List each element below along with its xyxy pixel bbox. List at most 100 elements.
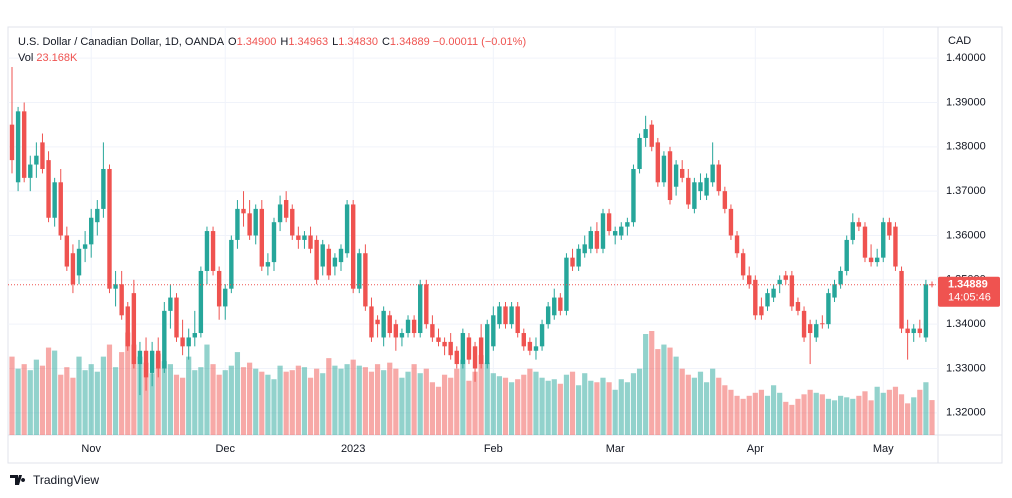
volume-bar	[82, 370, 88, 435]
legend: U.S. Dollar / Canadian Dollar, 1D, OANDA…	[18, 34, 526, 66]
volume-bar	[746, 395, 752, 435]
candle-body	[600, 213, 606, 249]
x-tick-label: Nov	[81, 443, 101, 455]
volume-bar	[905, 403, 911, 435]
candle-body	[375, 319, 380, 325]
volume-bar	[496, 376, 503, 435]
logo-mark	[10, 475, 26, 485]
volume-bar	[831, 400, 838, 435]
candle-body	[765, 293, 770, 307]
volume-bar	[777, 392, 783, 435]
volume-bar	[381, 370, 387, 435]
volume-bar	[618, 379, 624, 435]
candle-body	[168, 297, 173, 311]
candle-body	[753, 279, 758, 316]
candle-body	[143, 350, 149, 378]
volume-bar	[149, 373, 155, 435]
volume-bar	[411, 364, 417, 435]
legend-value: 1.34830	[338, 36, 378, 48]
volume-bar	[350, 359, 356, 435]
candle-body	[326, 248, 332, 276]
volume-bar	[710, 368, 716, 435]
volume-bar	[789, 404, 795, 435]
candle-body	[436, 337, 441, 342]
candle-body	[661, 155, 667, 183]
x-tick-label: Dec	[215, 443, 235, 455]
volume-bar	[673, 356, 679, 435]
volume-bar	[399, 377, 405, 435]
candle-body	[58, 182, 63, 236]
candle-body	[387, 315, 392, 334]
volume-bar	[435, 386, 442, 435]
volume-bar	[703, 382, 710, 435]
volume-bar	[588, 380, 594, 435]
candle-body	[192, 333, 197, 338]
volume-bar	[679, 368, 685, 435]
volume-bar	[441, 374, 448, 435]
candle-body	[381, 310, 386, 338]
x-tick-label: Mar	[606, 443, 625, 455]
volume-bar	[624, 382, 630, 435]
candle-body	[162, 310, 167, 369]
volume-bar	[880, 392, 886, 435]
volume-bar	[27, 370, 33, 435]
candle-body	[625, 222, 630, 227]
candle-body	[887, 222, 892, 236]
volume-bar	[515, 379, 521, 435]
volume-bar	[533, 371, 539, 435]
candle-body	[527, 341, 533, 351]
candle-body	[283, 200, 289, 218]
candle-body	[131, 293, 137, 365]
volume-bar	[216, 374, 222, 435]
volume-bar	[844, 397, 850, 435]
volume-bar	[33, 359, 39, 435]
x-tick-label: 2023	[341, 443, 365, 455]
volume-bar	[161, 361, 167, 435]
volume-bar	[630, 373, 637, 435]
volume-bar	[911, 397, 917, 435]
candle-body	[34, 155, 39, 165]
volume-bar	[856, 395, 862, 435]
candle-body	[911, 328, 916, 334]
volume-bar	[58, 374, 64, 435]
volume-bar	[600, 377, 606, 435]
y-tick-label: 1.38000	[946, 141, 986, 153]
volume-bar	[76, 356, 82, 435]
volume-bar	[125, 332, 131, 435]
candle-body	[485, 324, 490, 365]
change: −0.00011 (−0.01%)	[432, 36, 527, 48]
volume-bar	[210, 364, 216, 435]
candle-body	[704, 177, 709, 196]
volume-bar	[320, 373, 326, 435]
volume-bar	[539, 377, 545, 435]
volume-bar	[661, 344, 667, 435]
candle-body	[594, 231, 600, 249]
candle-body	[296, 235, 301, 240]
candle-body	[856, 222, 862, 227]
legend-label: L	[332, 36, 339, 48]
candle-body	[491, 315, 496, 347]
volume-bar	[576, 385, 582, 435]
volume-bar	[240, 367, 247, 435]
candle-body	[338, 248, 344, 263]
legend-value: 1.34889	[389, 36, 430, 48]
volume-bar	[137, 356, 143, 435]
volume-bar	[594, 382, 600, 435]
candle-body	[418, 284, 423, 334]
candle-body	[619, 226, 624, 236]
volume-bar	[314, 368, 320, 435]
candle-body	[868, 257, 874, 263]
volume-bar	[923, 382, 929, 435]
candle-body	[454, 350, 459, 365]
candle-body	[204, 231, 210, 271]
volume-bar	[868, 400, 874, 435]
candle-body	[649, 124, 654, 147]
candle-body	[9, 124, 15, 161]
volume-bar	[460, 359, 466, 435]
candle-body	[740, 253, 746, 276]
volume-bar	[167, 364, 174, 435]
volume-bar	[52, 350, 58, 435]
candle-body	[223, 288, 228, 307]
volume-bar	[697, 371, 704, 435]
volume-bar	[643, 334, 649, 435]
